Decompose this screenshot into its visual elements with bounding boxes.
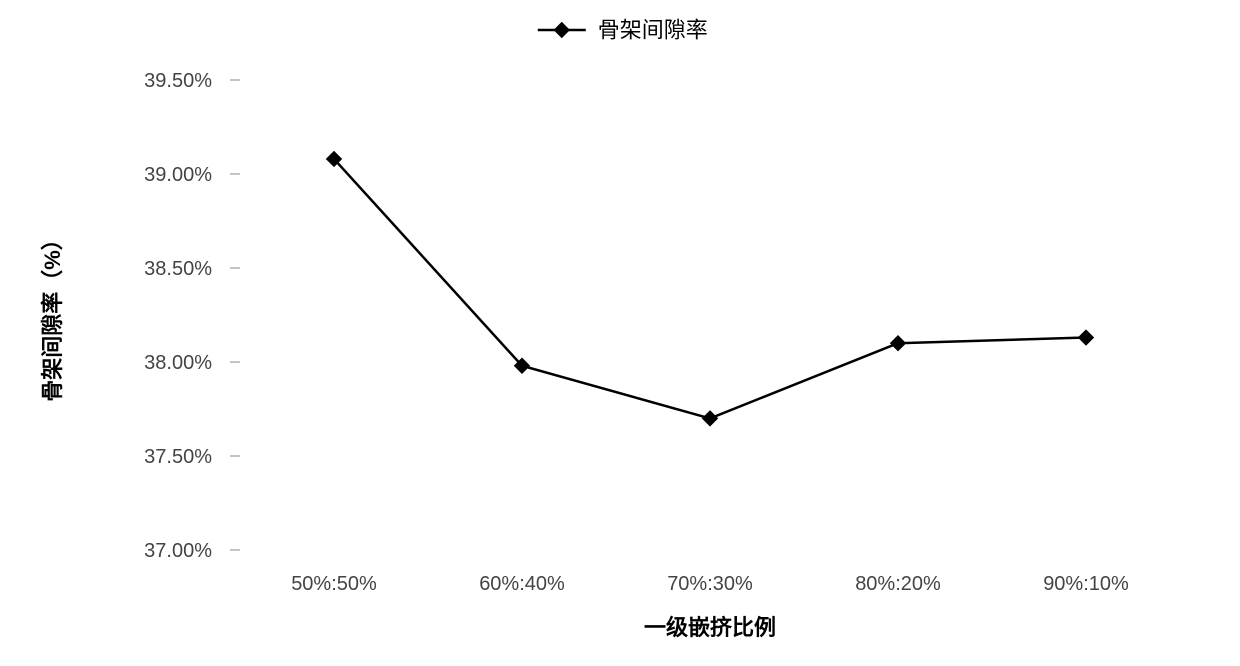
x-tick-label: 90%:10% [1043, 573, 1129, 595]
x-tick-label: 80%:20% [855, 573, 941, 595]
y-tick-label: 39.00% [144, 164, 212, 186]
y-tick-label: 38.50% [144, 258, 212, 280]
x-tick-label: 50%:50% [291, 573, 377, 595]
y-tick-label: 37.00% [144, 540, 212, 562]
y-tick-label: 39.50% [144, 70, 212, 92]
legend-label: 骨架间隙率 [598, 18, 708, 43]
line-chart-svg: 37.00% 37.50% 38.00% 38.50% 39.00% 39.50% 50%:… [0, 0, 1240, 666]
x-axis-label: 一级嵌挤比例 [644, 615, 776, 640]
chart-container: 37.00% 37.50% 38.00% 38.50% 39.00% 39.50% 50%:… [0, 0, 1240, 666]
x-tick-label: 60%:40% [479, 573, 565, 595]
x-tick-label: 70%:30% [667, 573, 753, 595]
y-tick-label: 38.00% [144, 352, 212, 374]
y-axis-label: 骨架间隙率（%） [40, 228, 65, 402]
y-tick-label: 37.50% [144, 446, 212, 468]
